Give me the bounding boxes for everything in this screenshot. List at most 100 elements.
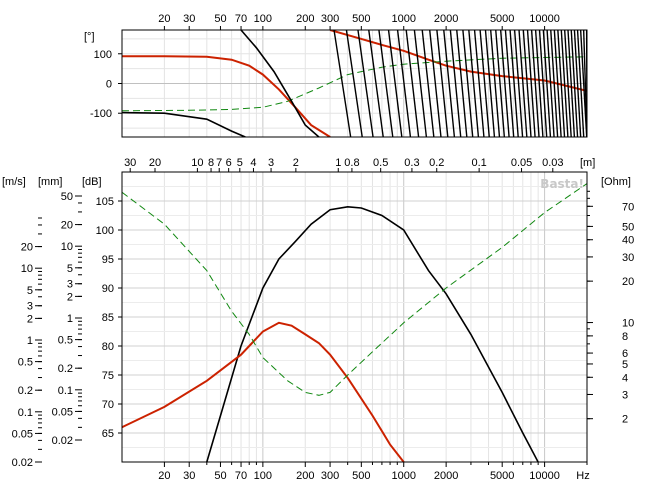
spl-tick-label: 95 [102, 254, 114, 266]
response-series-2 [122, 183, 587, 396]
impedance-tick-label: 2 [622, 414, 628, 426]
velocity-tick-label: 5 [27, 285, 33, 297]
spl-tick-label: 85 [102, 312, 114, 324]
displacement-tick-label: 5 [67, 263, 73, 275]
phase-wrap-line [538, 30, 548, 137]
phase-wrap-line [567, 30, 576, 137]
wavelength-tick-label: 10 [191, 157, 203, 169]
phase-x-tick-label: 2000 [434, 13, 458, 25]
spl-tick-label: 105 [96, 196, 114, 208]
impedance-tick-label: 6 [622, 348, 628, 360]
phase-x-tick-label: 50 [214, 13, 226, 25]
phase-x-tick-label: 200 [296, 13, 314, 25]
phase-wrap-line [489, 30, 501, 137]
wavelength-tick-label: 2 [293, 157, 299, 169]
phase-wrap-line [509, 30, 519, 137]
wavelength-tick-label: 8 [208, 157, 214, 169]
phase-y-tick-label: 100 [94, 49, 112, 61]
velocity-tick-label: 20 [21, 242, 33, 254]
phase-wrap-line [573, 30, 582, 137]
wavelength-tick-label: 0.03 [542, 157, 563, 169]
impedance-tick-label: 10 [622, 318, 634, 330]
phase-wrap-line [449, 30, 462, 137]
wavelength-tick-label: 0.5 [373, 157, 388, 169]
spl-tick-label: 100 [96, 225, 114, 237]
velocity-tick-label: 2 [27, 313, 33, 325]
phase-y-tick-label: 0 [106, 79, 112, 91]
phase-x-tick-label: 500 [352, 13, 370, 25]
phase-series-2 [122, 56, 587, 112]
phase-x-tick-label: 70 [235, 13, 247, 25]
response-series-1 [122, 321, 405, 462]
displacement-tick-label: 0.02 [52, 435, 73, 447]
phase-wrap-line [484, 30, 496, 137]
wavelength-tick-label: 1 [335, 157, 341, 169]
frequency-tick-label: 10000 [529, 470, 560, 482]
impedance-tick-label: 70 [622, 201, 634, 213]
wavelength-tick-label: 0.1 [471, 157, 486, 169]
phase-series-4 [240, 30, 320, 137]
wavelength-tick-label: 0.3 [404, 157, 419, 169]
phase-wrap-line [473, 30, 485, 137]
frequency-tick-label: 20 [158, 470, 170, 482]
phase-x-tick-label: 5000 [490, 13, 514, 25]
phase-wrap-line [456, 30, 468, 137]
phase-wrap-line [530, 30, 540, 137]
phase-wrap-line [518, 30, 528, 137]
phase-wrap-line [357, 30, 374, 137]
phase-wrap-line [413, 30, 428, 137]
displacement-tick-label: 3 [67, 279, 73, 291]
impedance-tick-label: 40 [622, 235, 634, 247]
wavelength-axis-label: [m] [580, 157, 595, 169]
wavelength-tick-label: 20 [149, 157, 161, 169]
phase-series-1 [329, 30, 587, 92]
spl-tick-label: 90 [102, 283, 114, 295]
impedance-tick-label: 8 [622, 331, 628, 343]
phase-wrap-line [387, 30, 403, 137]
velocity-tick-label: 0.1 [18, 407, 33, 419]
displacement-tick-label: 50 [61, 191, 73, 203]
velocity-tick-label: 0.2 [18, 385, 33, 397]
phase-x-tick-label: 100 [254, 13, 272, 25]
impedance-tick-label: 20 [622, 276, 634, 288]
phase-wrap-line [378, 30, 394, 137]
phase-wrap-line [396, 30, 412, 137]
displacement-tick-label: 0.2 [58, 363, 73, 375]
spl-axis-label: [dB] [82, 176, 102, 188]
impedance-tick-label: 5 [622, 359, 628, 371]
wavelength-tick-label: 0.05 [511, 157, 532, 169]
phase-wrap-line [570, 30, 579, 137]
velocity-tick-label: 0.05 [12, 428, 33, 440]
phase-x-tick-label: 10000 [529, 13, 560, 25]
phase-x-tick-label: 20 [158, 13, 170, 25]
response-series-0 [206, 205, 539, 462]
displacement-tick-label: 0.05 [52, 406, 73, 418]
impedance-tick-label: 4 [622, 372, 628, 384]
phase-wrap-line [563, 30, 572, 137]
wavelength-tick-label: 30 [124, 157, 136, 169]
velocity-tick-label: 3 [27, 301, 33, 313]
frequency-tick-label: 2000 [434, 470, 458, 482]
velocity-tick-label: 0.02 [12, 457, 33, 469]
velocity-tick-label: 1 [27, 335, 33, 347]
frequency-tick-label: 100 [254, 470, 272, 482]
phase-wrap-line [557, 30, 566, 137]
wavelength-tick-label: 0.8 [344, 157, 359, 169]
velocity-tick-label: 0.5 [18, 357, 33, 369]
phase-wrap-line [579, 30, 587, 137]
phase-wrap-line [462, 30, 474, 137]
displacement-tick-label: 10 [61, 241, 73, 253]
displacement-tick-label: 0.5 [58, 335, 73, 347]
impedance-tick-label: 50 [622, 221, 634, 233]
wavelength-tick-label: 4 [250, 157, 256, 169]
phase-series-3 [122, 111, 246, 137]
phase-wrap-line [495, 30, 506, 137]
phase-wrap-line [553, 30, 562, 137]
phase-x-tick-label: 30 [183, 13, 195, 25]
wavelength-tick-label: 5 [237, 157, 243, 169]
impedance-tick-label: 30 [622, 252, 634, 264]
frequency-axis-unit: Hz [576, 470, 589, 482]
phase-x-tick-label: 300 [321, 13, 339, 25]
